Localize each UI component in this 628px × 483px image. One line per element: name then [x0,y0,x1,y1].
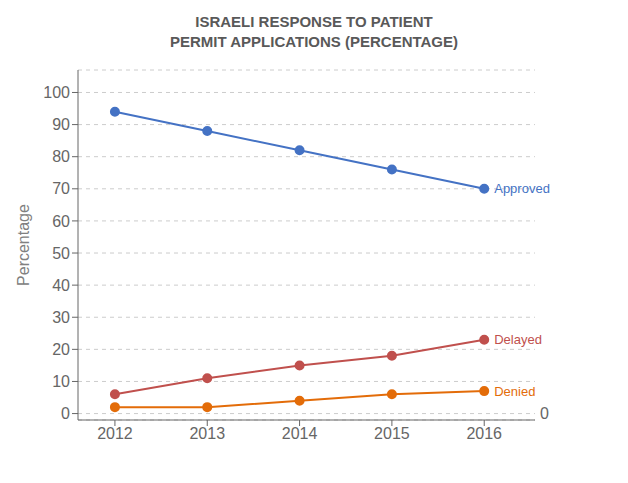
svg-text:2012: 2012 [97,425,133,442]
svg-text:2014: 2014 [282,425,318,442]
svg-text:100: 100 [43,84,70,101]
svg-text:50: 50 [52,245,70,262]
svg-text:2015: 2015 [374,425,410,442]
svg-text:Percentage: Percentage [15,204,32,286]
svg-text:30: 30 [52,309,70,326]
svg-text:0: 0 [540,405,549,422]
svg-text:20: 20 [52,341,70,358]
svg-text:40: 40 [52,277,70,294]
html-text:ISRAELI RESPONSE TO PATIENT PE: ISRAELI RESPONSE TO PATIENT PERMIT APPLI… [170,13,458,50]
svg-text:90: 90 [52,116,70,133]
svg-text:2016: 2016 [466,425,502,442]
svg-text:Delayed: Delayed [494,332,542,347]
svg-text:80: 80 [52,148,70,165]
svg-text:70: 70 [52,180,70,197]
svg-text:0: 0 [61,405,70,422]
svg-text:2013: 2013 [189,425,225,442]
svg-text:Denied: Denied [494,384,535,399]
svg-text:10: 10 [52,373,70,390]
svg-text:60: 60 [52,213,70,230]
svg-text:Approved: Approved [494,181,550,196]
